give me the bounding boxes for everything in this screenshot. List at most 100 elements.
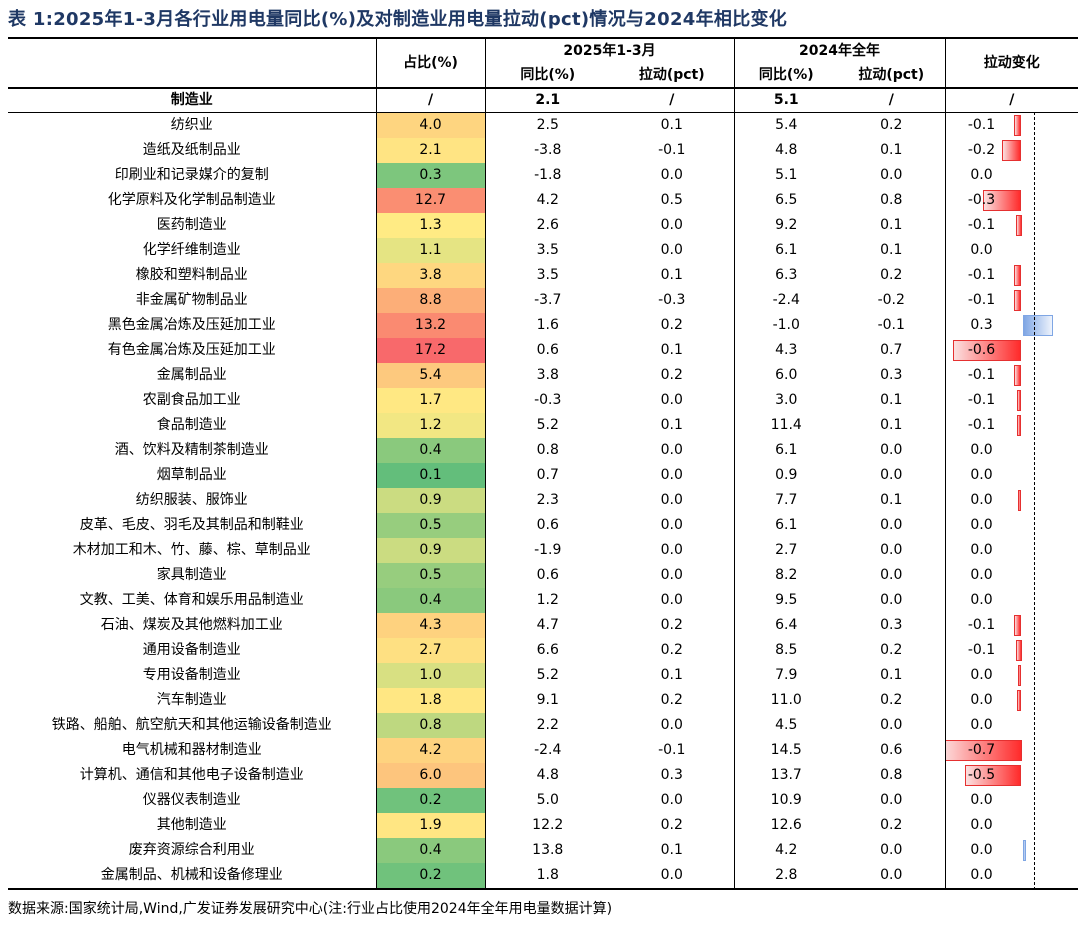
row-pull-2024: 0.2 <box>880 642 903 658</box>
row-yoy-2025: 4.8 <box>484 763 610 788</box>
row-pull-2024: 0.0 <box>838 863 945 890</box>
row-share: 13.2 <box>375 313 485 338</box>
row-yoy-2024: 4.5 <box>733 713 838 738</box>
change-value: 0.3 <box>970 317 993 333</box>
row-share: 0.9 <box>375 538 485 563</box>
row-pull-2025: 0.2 <box>660 817 683 833</box>
table-row: 农副食品加工业 1.7 -0.3 0.0 3.0 0.1 -0.1 <box>8 388 1078 413</box>
row-yoy-2025: 2.6 <box>484 213 610 238</box>
row-pull-2024: 0.1 <box>880 667 903 683</box>
row-yoy-2025: 0.7 <box>484 463 610 488</box>
row-yoy-2025: 3.8 <box>484 363 610 388</box>
row-yoy-2025: 0.8 <box>484 438 610 463</box>
row-share: 5.4 <box>375 363 485 388</box>
table-row: 造纸及纸制品业 2.1 -3.8 -0.1 4.8 0.1 -0.2 <box>8 138 1078 163</box>
row-yoy-2025: 6.6 <box>484 638 610 663</box>
row-name: 纺织服装、服饰业 <box>135 492 248 508</box>
negative-change-bar <box>1017 665 1022 686</box>
change-value: 0.0 <box>970 517 993 533</box>
table-row: 通用设备制造业 2.7 6.6 0.2 8.5 0.2 -0.1 <box>8 638 1078 663</box>
row-yoy-2024: 5.4 <box>733 112 838 138</box>
change-value: -0.1 <box>967 617 996 633</box>
negative-change-bar <box>946 740 1022 761</box>
row-yoy-2025: 2.2 <box>484 713 610 738</box>
table-row: 纺织业 4.0 2.5 0.1 5.4 0.2 -0.1 <box>8 112 1078 138</box>
header-group-2024: 2024年全年 <box>733 37 945 63</box>
row-pull-2024: 0.2 <box>880 817 903 833</box>
row-yoy-2025: 1.6 <box>484 313 610 338</box>
row-pull-2025: 0.2 <box>660 642 683 658</box>
row-pull-2025: 0.1 <box>660 117 683 133</box>
row-name: 医药制造业 <box>156 217 227 233</box>
row-pull-2024: 0.6 <box>880 742 903 758</box>
row-yoy-2025: -0.3 <box>484 388 610 413</box>
negative-change-bar <box>1014 265 1022 286</box>
row-name: 计算机、通信和其他电子设备制造业 <box>79 767 304 783</box>
row-share: 3.8 <box>375 263 485 288</box>
row-change: -0.6 <box>944 338 1078 363</box>
row-share: 12.7 <box>375 188 485 213</box>
row-name: 农副食品加工业 <box>142 392 241 408</box>
negative-change-bar <box>1016 415 1022 436</box>
change-value: 0.0 <box>970 817 993 833</box>
table-row: 化学原料及化学制品制造业 12.7 4.2 0.5 6.5 0.8 -0.3 <box>8 188 1078 213</box>
change-value: -0.1 <box>967 267 996 283</box>
row-yoy-2024: 4.8 <box>733 138 838 163</box>
row-yoy-2025: 3.5 <box>484 238 610 263</box>
row-name: 有色金属冶炼及压延加工业 <box>107 342 276 358</box>
table-row: 文教、工美、体育和娱乐用品制造业 0.4 1.2 0.0 9.5 0.0 0.0 <box>8 588 1078 613</box>
row-yoy-2025: -2.4 <box>484 738 610 763</box>
row-yoy-2025: 2.5 <box>484 112 610 138</box>
row-yoy-2024: 12.6 <box>733 813 838 838</box>
table-row: 金属制品、机械和设备修理业 0.2 1.8 0.0 2.8 0.0 0.0 <box>8 863 1078 890</box>
row-name: 木材加工和木、竹、藤、棕、草制品业 <box>72 542 311 558</box>
header-pull-2025: 拉动(pct) <box>638 67 705 83</box>
row-yoy-2024: 2.7 <box>733 538 838 563</box>
row-change: -0.2 <box>944 138 1078 163</box>
row-name: 汽车制造业 <box>156 692 227 708</box>
table-row: 印刷业和记录媒介的复制 0.3 -1.8 0.0 5.1 0.0 0.0 <box>8 163 1078 188</box>
row-change: 0.0 <box>944 863 1078 890</box>
row-pull-2025: 0.0 <box>660 792 683 808</box>
row-pull-2024: 0.1 <box>880 392 903 408</box>
row-name: 专用设备制造业 <box>142 667 241 683</box>
row-share: 2.1 <box>375 138 485 163</box>
row-change: 0.0 <box>944 788 1078 813</box>
row-name: 纺织业 <box>170 117 213 133</box>
header-pull-2024: 拉动(pct) <box>858 67 925 83</box>
row-change: -0.1 <box>944 112 1078 138</box>
row-change: 0.0 <box>944 663 1078 688</box>
row-pull-2025: 0.0 <box>610 863 734 890</box>
row-yoy-2024: 14.5 <box>733 738 838 763</box>
row-share: 0.1 <box>375 463 485 488</box>
row-share: 1.0 <box>375 663 485 688</box>
table-row: 废弃资源综合利用业 0.4 13.8 0.1 4.2 0.0 0.0 <box>8 838 1078 863</box>
row-pull-2025: 0.0 <box>660 217 683 233</box>
row-yoy-2025: 5.0 <box>484 788 610 813</box>
row-name: 印刷业和记录媒介的复制 <box>114 167 269 183</box>
negative-change-bar <box>1017 490 1022 511</box>
change-value: 0.0 <box>970 717 993 733</box>
row-pull-2024: -0.1 <box>877 317 905 333</box>
row-change: 0.3 <box>944 313 1078 338</box>
row-yoy-2025: 12.2 <box>484 813 610 838</box>
positive-change-bar <box>1022 840 1027 861</box>
summary-share: / <box>375 87 485 113</box>
row-yoy-2024: 4.2 <box>733 838 838 863</box>
row-change: 0.0 <box>944 488 1078 513</box>
change-value: -0.1 <box>967 642 996 658</box>
row-share: 0.9 <box>375 488 485 513</box>
row-yoy-2025: 4.2 <box>484 188 610 213</box>
row-pull-2024: 0.1 <box>880 217 903 233</box>
row-yoy-2025: 0.6 <box>484 513 610 538</box>
row-pull-2025: 0.1 <box>660 667 683 683</box>
row-yoy-2024: -2.4 <box>733 288 838 313</box>
row-pull-2024: 0.1 <box>880 242 903 258</box>
row-pull-2024: 0.2 <box>880 267 903 283</box>
negative-change-bar <box>1014 615 1022 636</box>
row-yoy-2025: 5.2 <box>484 663 610 688</box>
row-pull-2025: -0.1 <box>658 142 686 158</box>
row-pull-2025: 0.0 <box>660 242 683 258</box>
row-pull-2025: -0.1 <box>658 742 686 758</box>
negative-change-bar <box>1015 640 1022 661</box>
